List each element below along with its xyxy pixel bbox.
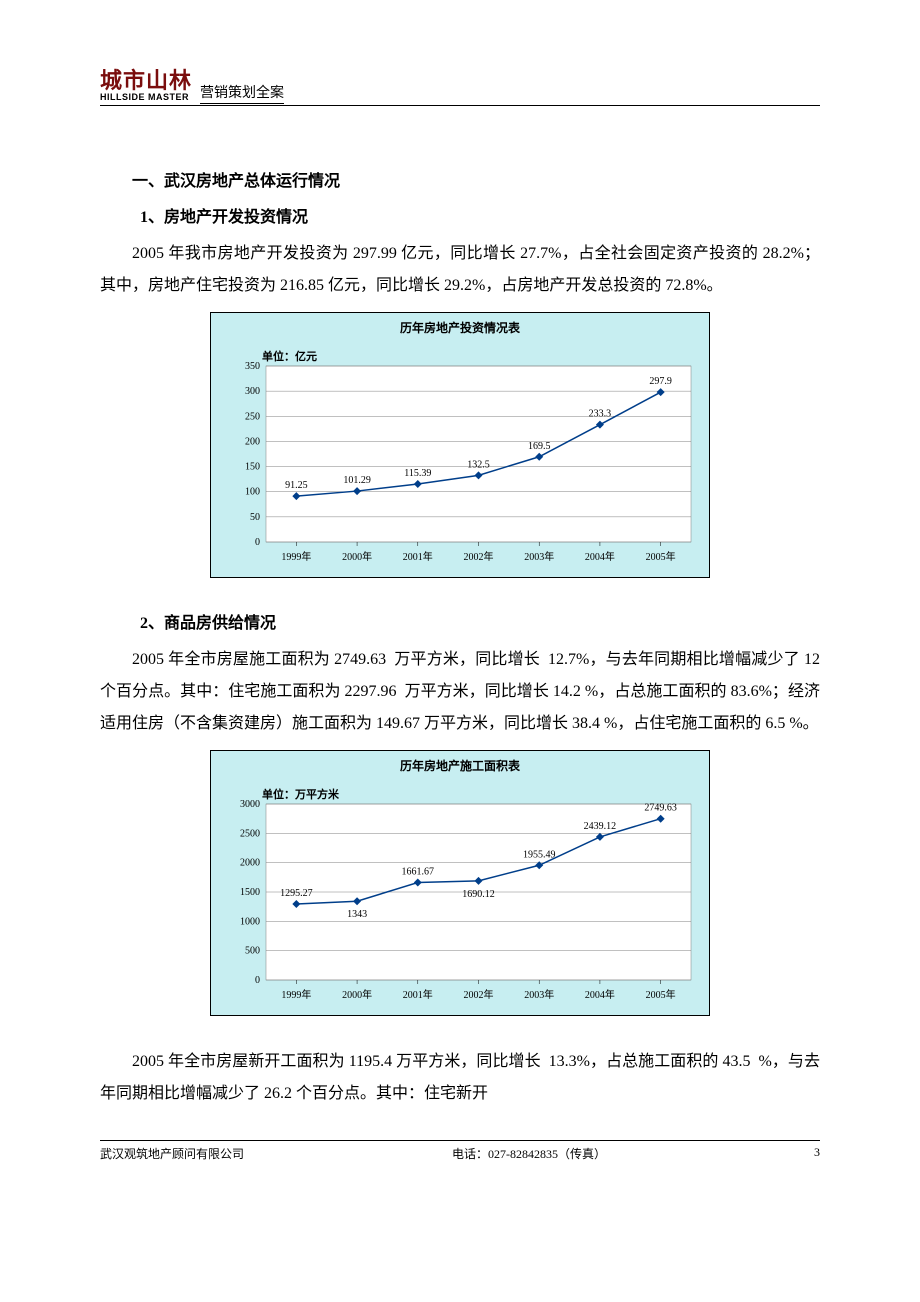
svg-text:2749.63: 2749.63 xyxy=(644,802,677,813)
svg-text:2000: 2000 xyxy=(240,857,260,868)
svg-text:2005年: 2005年 xyxy=(646,988,676,1001)
footer-pagenum: 3 xyxy=(814,1145,820,1162)
svg-text:2439.12: 2439.12 xyxy=(584,821,617,832)
svg-text:150: 150 xyxy=(245,461,260,472)
svg-text:200: 200 xyxy=(245,436,260,447)
svg-text:2001年: 2001年 xyxy=(403,550,433,563)
svg-text:169.5: 169.5 xyxy=(528,441,551,452)
svg-text:1661.67: 1661.67 xyxy=(402,866,435,877)
svg-text:2000年: 2000年 xyxy=(342,550,372,563)
svg-text:1500: 1500 xyxy=(240,887,260,898)
svg-text:1000: 1000 xyxy=(240,916,260,927)
svg-text:300: 300 xyxy=(245,386,260,397)
svg-text:350: 350 xyxy=(245,361,260,372)
svg-text:91.25: 91.25 xyxy=(285,480,308,491)
svg-text:1690.12: 1690.12 xyxy=(462,889,495,900)
logo: 城市山林 HILLSIDE MASTER xyxy=(100,70,192,103)
svg-text:1999年: 1999年 xyxy=(281,550,311,563)
chart-1-title: 历年房地产投资情况表 xyxy=(211,313,709,336)
footer-phone: 电话：027-82842835（传真） xyxy=(452,1145,606,1162)
page-header: 城市山林 HILLSIDE MASTER 营销策划全案 xyxy=(100,70,820,106)
page-footer: 武汉观筑地产顾问有限公司 电话：027-82842835（传真） 3 xyxy=(100,1140,820,1162)
chart-investment: 历年房地产投资情况表 单位：亿元 0 50 100 150 200 250 300 350 199… xyxy=(210,312,710,578)
svg-text:2003年: 2003年 xyxy=(524,988,554,1001)
svg-text:2001年: 2001年 xyxy=(403,988,433,1001)
section-1-2-heading: 2、商品房供给情况 xyxy=(100,608,820,640)
svg-text:50: 50 xyxy=(250,512,260,523)
section-1-2-para1: 2005 年全市房屋施工面积为 2749.63 万平方米，同比增长 12.7%，… xyxy=(100,644,820,740)
svg-text:0: 0 xyxy=(255,975,260,986)
svg-text:1343: 1343 xyxy=(347,909,367,920)
svg-text:115.39: 115.39 xyxy=(404,468,431,479)
svg-text:单位：万平方米: 单位：万平方米 xyxy=(262,787,340,801)
svg-text:297.9: 297.9 xyxy=(649,376,672,387)
svg-text:233.3: 233.3 xyxy=(589,408,612,419)
logo-text-bottom: HILLSIDE MASTER xyxy=(100,92,192,103)
svg-text:2002年: 2002年 xyxy=(464,988,494,1001)
svg-text:2500: 2500 xyxy=(240,828,260,839)
svg-text:1955.49: 1955.49 xyxy=(523,849,556,860)
logo-text-top: 城市山林 xyxy=(100,70,192,92)
doc-title: 营销策划全案 xyxy=(200,85,284,104)
footer-company: 武汉观筑地产顾问有限公司 xyxy=(100,1145,244,1162)
svg-text:1295.27: 1295.27 xyxy=(280,888,313,899)
svg-text:2004年: 2004年 xyxy=(585,550,615,563)
svg-text:单位：亿元: 单位：亿元 xyxy=(262,349,317,363)
svg-text:2003年: 2003年 xyxy=(524,550,554,563)
content: 一、武汉房地产总体运行情况 1、房地产开发投资情况 2005 年我市房地产开发投… xyxy=(100,166,820,1110)
svg-text:100: 100 xyxy=(245,487,260,498)
section-1-1-heading: 1、房地产开发投资情况 xyxy=(100,202,820,234)
svg-text:0: 0 xyxy=(255,537,260,548)
chart-2-body: 单位：万平方米 0 500 1000 1500 2000 2500 3000 1999年 2000… xyxy=(211,774,709,1015)
chart-2-title: 历年房地产施工面积表 xyxy=(211,751,709,774)
svg-text:2004年: 2004年 xyxy=(585,988,615,1001)
svg-text:500: 500 xyxy=(245,945,260,956)
section-1-2-para2: 2005 年全市房屋新开工面积为 1195.4 万平方米，同比增长 13.3%，… xyxy=(100,1046,820,1110)
chart-construction-area: 历年房地产施工面积表 单位：万平方米 0 500 1000 1500 2000 2500 30… xyxy=(210,750,710,1016)
section-1-heading: 一、武汉房地产总体运行情况 xyxy=(100,166,820,198)
svg-text:101.29: 101.29 xyxy=(343,475,371,486)
svg-text:250: 250 xyxy=(245,411,260,422)
svg-text:2002年: 2002年 xyxy=(464,550,494,563)
svg-text:2000年: 2000年 xyxy=(342,988,372,1001)
svg-text:3000: 3000 xyxy=(240,799,260,810)
svg-text:1999年: 1999年 xyxy=(281,988,311,1001)
chart-1-body: 单位：亿元 0 50 100 150 200 250 300 350 1999年 2000年 2001… xyxy=(211,336,709,577)
section-1-1-para: 2005 年我市房地产开发投资为 297.99 亿元，同比增长 27.7%，占全… xyxy=(100,238,820,302)
svg-text:132.5: 132.5 xyxy=(467,459,490,470)
svg-text:2005年: 2005年 xyxy=(646,550,676,563)
